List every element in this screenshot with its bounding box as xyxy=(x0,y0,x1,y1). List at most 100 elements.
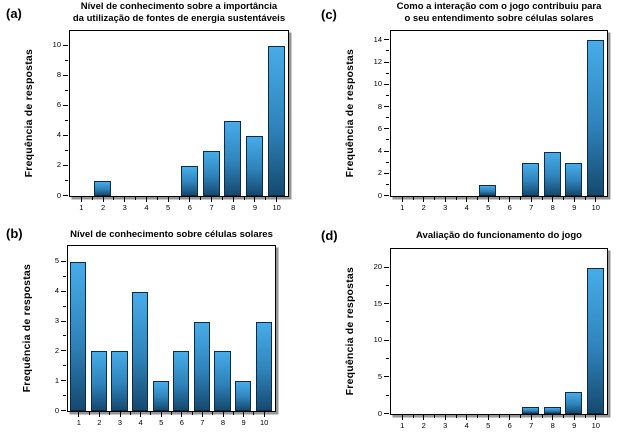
x-major-tick xyxy=(181,412,183,417)
bar xyxy=(132,291,149,411)
x-tick-label: 8 xyxy=(231,203,236,212)
y-tick-label: 2 xyxy=(377,168,382,178)
x-minor-tick xyxy=(135,197,137,200)
y-minor-tick xyxy=(385,161,389,163)
y-major-tick xyxy=(384,266,389,268)
x-tick-label: 5 xyxy=(166,203,171,212)
x-major-tick xyxy=(423,197,425,202)
y-minor-tick xyxy=(64,59,68,61)
plot-inner xyxy=(68,246,275,411)
y-major-tick xyxy=(384,106,389,108)
y-major-tick xyxy=(63,134,68,136)
x-major-tick xyxy=(80,197,82,202)
x-tick-label: 4 xyxy=(144,203,149,212)
x-tick-label: 2 xyxy=(421,421,426,430)
y-tick-label: 0 xyxy=(56,190,61,200)
x-minor-tick xyxy=(221,197,223,200)
bar xyxy=(565,392,583,414)
x-major-tick xyxy=(509,197,511,202)
x-minor-tick xyxy=(243,197,245,200)
x-minor-tick xyxy=(156,197,158,200)
y-tick-label: 8 xyxy=(56,70,61,80)
y-major-tick xyxy=(63,44,68,46)
bar xyxy=(90,351,107,411)
x-major-tick xyxy=(145,197,147,202)
x-tick-label: 1 xyxy=(79,203,84,212)
y-major-tick xyxy=(384,61,389,63)
x-major-tick xyxy=(211,197,213,202)
x-minor-tick xyxy=(477,415,478,418)
y-major-tick xyxy=(384,172,389,174)
x-major-tick xyxy=(552,415,554,420)
bar xyxy=(224,120,242,196)
x-minor-tick xyxy=(434,415,435,418)
bar xyxy=(522,162,540,196)
x-minor-tick xyxy=(178,197,180,200)
bar xyxy=(586,40,604,196)
y-major-tick xyxy=(61,290,66,292)
bar xyxy=(202,150,220,196)
x-minor-tick xyxy=(113,197,115,200)
chart-title-line: da utilização de fontes de energia suste… xyxy=(72,12,286,24)
x-minor-tick xyxy=(563,415,564,418)
y-major-tick xyxy=(63,195,68,196)
y-major-tick xyxy=(61,350,66,352)
x-minor-tick xyxy=(498,415,500,418)
x-minor-tick xyxy=(412,415,414,418)
y-minor-tick xyxy=(62,365,66,367)
plot-area xyxy=(69,30,289,197)
x-major-tick xyxy=(444,197,446,202)
y-axis-label: Frequência de respostas xyxy=(19,245,35,412)
chart-title: Nível de conhecimento sobre a importânci… xyxy=(24,1,334,24)
y-major-tick xyxy=(384,376,389,378)
x-major-tick xyxy=(140,412,142,417)
panel-label: (d) xyxy=(321,228,338,243)
y-minor-tick xyxy=(385,394,389,396)
bar xyxy=(543,406,561,414)
y-minor-tick xyxy=(62,395,66,397)
chart-title-line: Avaliação do funcionamento do jogo xyxy=(416,230,582,241)
x-major-tick xyxy=(124,197,126,202)
x-minor-tick xyxy=(477,197,478,200)
x-tick-label: 9 xyxy=(572,203,577,212)
x-minor-tick xyxy=(150,412,152,415)
bar xyxy=(180,165,198,196)
y-minor-tick xyxy=(62,305,66,307)
x-tick-label: 5 xyxy=(159,418,164,427)
y-minor-tick xyxy=(385,72,389,74)
chart-title: Como a interação com o jogo contribuiu p… xyxy=(345,1,623,24)
x-tick-label: 8 xyxy=(550,421,555,430)
y-major-tick xyxy=(61,410,66,411)
x-tick-label: 8 xyxy=(550,203,555,212)
bar xyxy=(522,406,540,414)
x-minor-tick xyxy=(412,197,414,200)
x-minor-tick xyxy=(232,412,234,415)
x-major-tick xyxy=(401,197,403,202)
plot-area xyxy=(390,248,608,415)
bar xyxy=(565,162,583,196)
x-major-tick xyxy=(201,412,203,417)
plot-inner xyxy=(391,31,607,196)
y-major-tick xyxy=(384,150,389,152)
bar xyxy=(214,351,231,411)
x-major-tick xyxy=(98,412,100,417)
bar xyxy=(152,381,169,411)
x-major-tick xyxy=(160,412,162,417)
subplot-b: (b) Nível de conhecimento sobre células s… xyxy=(0,217,311,434)
plot-area xyxy=(390,30,608,197)
x-tick-label: 7 xyxy=(529,421,534,430)
x-minor-tick xyxy=(584,197,586,200)
y-major-tick xyxy=(61,320,66,322)
y-minor-tick xyxy=(64,149,68,151)
x-tick-label: 10 xyxy=(272,203,281,212)
x-major-tick xyxy=(276,197,278,202)
x-tick-label: 10 xyxy=(591,421,600,430)
y-tick-label: 8 xyxy=(377,101,382,111)
y-major-tick xyxy=(63,74,68,76)
y-major-tick xyxy=(384,413,389,414)
x-minor-tick xyxy=(584,415,586,418)
x-tick-label: 9 xyxy=(252,203,258,212)
x-tick-label: 7 xyxy=(529,203,534,212)
y-minor-tick xyxy=(62,335,66,337)
bar xyxy=(193,321,210,411)
